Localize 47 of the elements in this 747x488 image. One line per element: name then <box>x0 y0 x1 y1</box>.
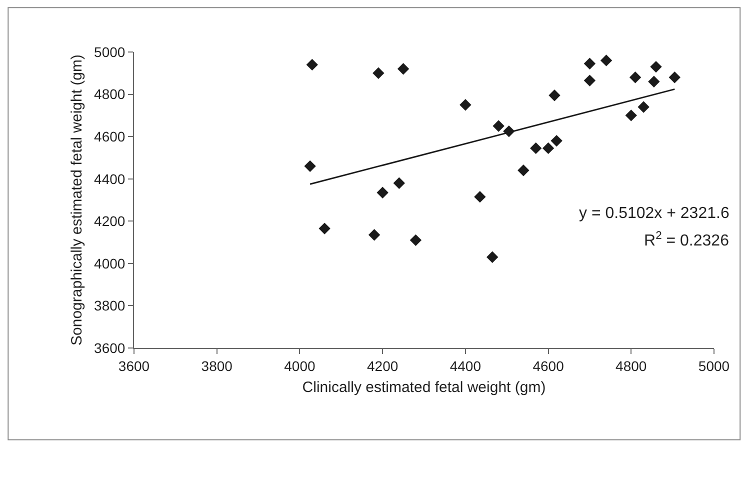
point <box>629 72 642 84</box>
point <box>542 142 554 154</box>
x-tick-label: 4400 <box>450 358 482 374</box>
point <box>668 72 680 84</box>
point <box>650 60 662 73</box>
x-tick-label: 3600 <box>118 358 150 374</box>
point <box>530 142 542 154</box>
x-tick-label: 5000 <box>698 358 730 374</box>
point <box>372 67 384 79</box>
y-tick-label: 4200 <box>94 213 126 230</box>
y-tick-label: 4600 <box>94 128 126 144</box>
point <box>460 99 472 111</box>
y-tick-label: 4800 <box>94 86 126 102</box>
point <box>368 229 380 241</box>
x-tick-label: 4200 <box>366 358 398 374</box>
point <box>376 186 388 198</box>
point <box>648 76 660 88</box>
x-tick-label: 4000 <box>284 358 316 374</box>
y-tick-label: 4000 <box>94 255 126 272</box>
annotation: y = 0.5102x + 2321.6 <box>579 205 730 222</box>
point <box>492 120 504 132</box>
point <box>584 58 596 70</box>
point <box>584 74 596 86</box>
y-tick-label: 3800 <box>94 298 126 314</box>
x-tick-label: 4600 <box>532 358 564 374</box>
point <box>486 251 498 263</box>
annotation: R$^{2}$ = 0.2326 <box>644 230 730 250</box>
x-axis-title: Clinically estimated fetal weight (gm) <box>302 378 546 396</box>
y-axis-title: Sonographically estimated fetal weight (gm) <box>68 54 86 346</box>
x-tick-label: 3800 <box>201 358 233 374</box>
point <box>600 54 612 66</box>
y-tick-label: 3600 <box>94 340 126 356</box>
x-tick-label: 4800 <box>616 358 647 374</box>
point <box>625 110 637 122</box>
point <box>393 177 405 189</box>
y-tick-label: 5000 <box>94 44 126 60</box>
point <box>304 160 316 172</box>
point <box>518 164 530 176</box>
point <box>410 234 422 246</box>
point <box>638 101 650 113</box>
point <box>306 58 318 71</box>
point <box>550 134 562 147</box>
point <box>474 190 486 203</box>
point <box>318 222 330 234</box>
y-tick-label: 4400 <box>94 170 126 187</box>
point <box>397 63 410 75</box>
point <box>548 89 560 102</box>
